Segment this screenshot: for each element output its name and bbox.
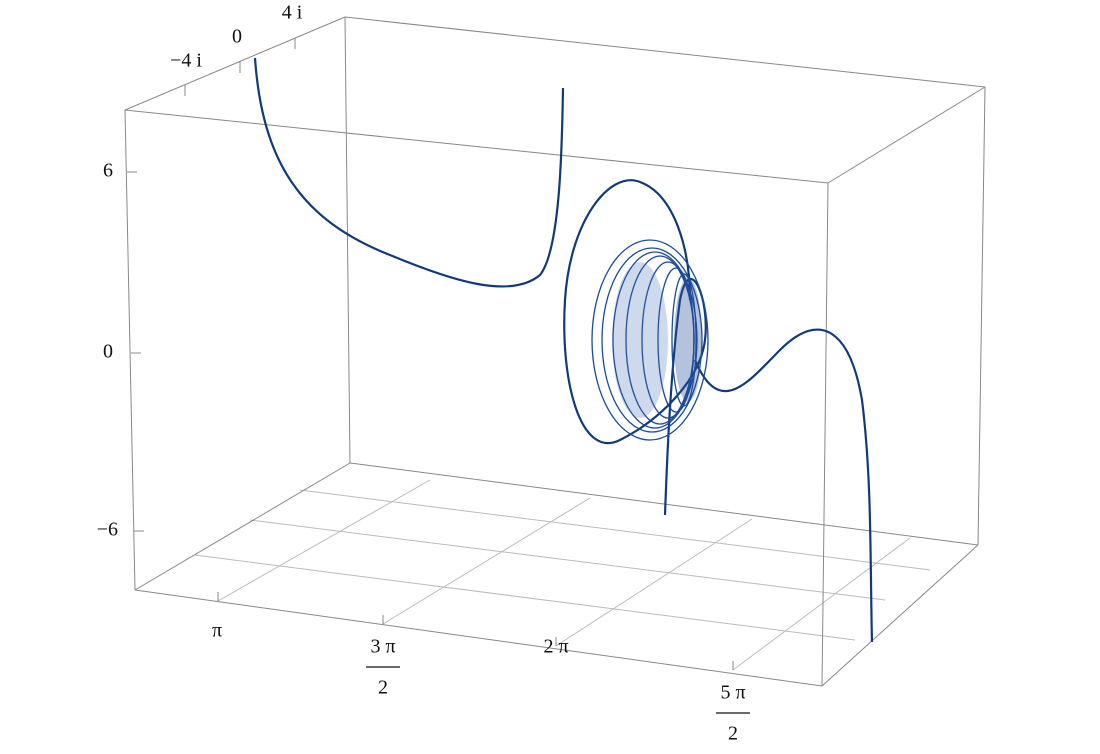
- y-tick-label: 0: [232, 26, 242, 48]
- z-tick-label: −6: [97, 519, 118, 541]
- floor-grid: [194, 554, 856, 641]
- x-tick-label: π: [212, 620, 222, 642]
- box-edge: [134, 589, 823, 687]
- box-edge: [124, 16, 346, 111]
- box-edge: [124, 109, 136, 591]
- curve-branch: [563, 179, 707, 516]
- y-tick-label: 4 i: [282, 2, 303, 24]
- floor-grid: [732, 537, 911, 671]
- curve-branch: [693, 328, 874, 643]
- y-tick-label: −4 i: [170, 50, 202, 72]
- z-tick-label: 6: [103, 160, 113, 182]
- box-edge: [821, 182, 829, 687]
- floor-grid: [555, 518, 753, 647]
- floor-grid: [299, 489, 931, 571]
- box-edge: [977, 86, 986, 546]
- box-edge: [134, 462, 351, 591]
- box: [124, 16, 986, 687]
- x-tick-label: 2: [378, 677, 388, 699]
- floor-grid: [217, 479, 431, 602]
- spiral-ring: [657, 267, 695, 413]
- box-edge: [124, 109, 829, 184]
- box-edge: [344, 16, 351, 464]
- box-edge: [827, 86, 986, 184]
- spiral-ring: [601, 247, 703, 433]
- spiral-ring: [591, 239, 709, 441]
- curve: [253, 57, 874, 643]
- box-edge: [349, 462, 979, 546]
- x-tick-label: 5 π: [720, 682, 745, 704]
- spiral-ring: [671, 273, 697, 407]
- floor-grid: [382, 497, 591, 625]
- spiral-fill: [674, 278, 702, 402]
- x-tick-label: 3 π: [370, 636, 395, 658]
- box-edge: [344, 16, 986, 88]
- z-tick-label: 0: [103, 341, 113, 363]
- x-tick-label: 2: [728, 723, 738, 745]
- ticks: [127, 38, 734, 670]
- spiral-fill: [612, 262, 668, 418]
- curve-branch: [253, 57, 565, 288]
- floor-grid: [249, 519, 886, 601]
- box-edge: [821, 544, 979, 687]
- tick-labels: π 3 π 2 2 π 5 π 2 −4 i 0 4 i 6 0 −6: [97, 2, 750, 745]
- x-tick-label: 2 π: [543, 636, 568, 658]
- spiral-ring: [612, 251, 698, 429]
